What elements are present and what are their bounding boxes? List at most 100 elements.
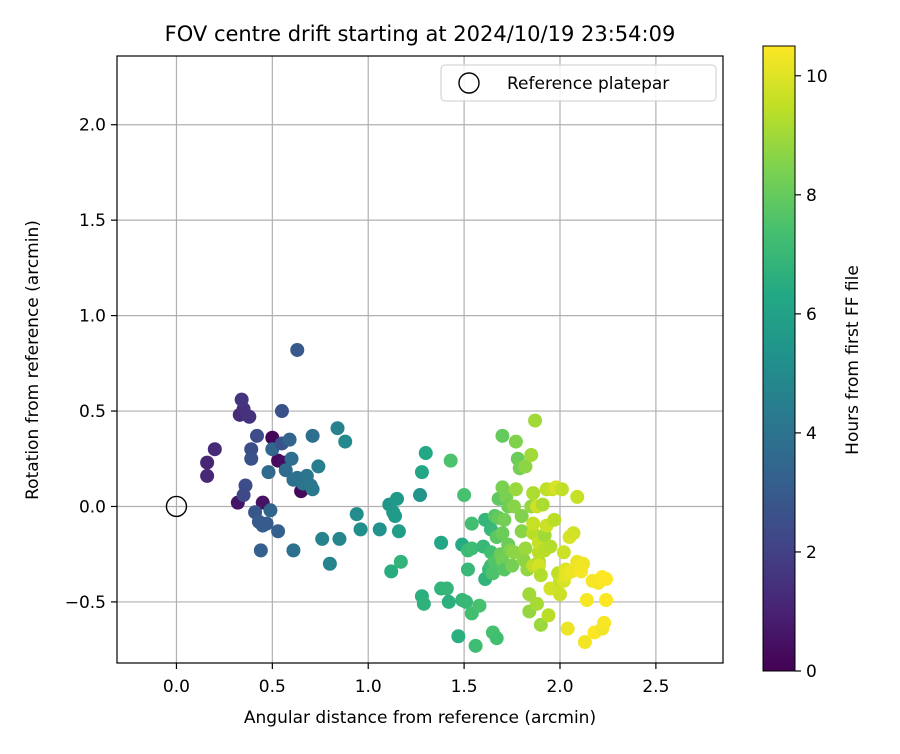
data-point [441, 594, 456, 609]
legend-entry-reference: Reference platepar [507, 74, 669, 94]
data-point [556, 545, 571, 560]
data-point [249, 428, 264, 443]
data-points [200, 342, 614, 653]
data-point [305, 482, 320, 497]
colorbar-tick-label: 10 [806, 67, 828, 87]
data-point [533, 568, 548, 583]
data-point [460, 562, 475, 577]
data-point [353, 522, 368, 537]
data-point [282, 432, 297, 447]
legend-box [440, 64, 717, 102]
data-point [315, 531, 330, 546]
data-point [236, 488, 251, 503]
data-point [311, 459, 326, 474]
data-point [372, 522, 387, 537]
data-point [506, 545, 521, 560]
colorbar-tick-label: 0 [806, 662, 817, 682]
colorbar-label: Hours from first FF file [843, 265, 863, 455]
x-axis-ticks: 0.0 0.5 1.0 1.5 2.0 2.5 [163, 663, 669, 697]
x-axis-label: Angular distance from reference (arcmin) [244, 708, 596, 728]
data-point [457, 488, 472, 503]
data-point [554, 482, 569, 497]
data-point [389, 491, 404, 506]
data-point [261, 465, 276, 480]
data-point [508, 482, 523, 497]
data-point [349, 507, 364, 522]
data-point [338, 434, 353, 449]
x-tick-label: 2.5 [642, 677, 669, 697]
chart-title: FOV centre drift starting at 2024/10/19 … [165, 22, 676, 46]
data-point [489, 631, 504, 646]
data-point [284, 451, 299, 466]
colorbar-ticks: 0 2 4 6 8 10 [795, 67, 828, 682]
x-tick-label: 0.0 [163, 677, 190, 697]
y-tick-label: 2.0 [79, 116, 106, 136]
data-point [576, 556, 591, 571]
data-point [522, 587, 537, 602]
data-point [485, 566, 500, 581]
x-tick-label: 1.5 [451, 677, 478, 697]
data-point [459, 594, 474, 609]
reference-platepar-marker [165, 495, 188, 518]
data-point [577, 635, 592, 650]
data-point [599, 593, 614, 608]
x-tick-label: 0.5 [259, 677, 286, 697]
data-point [547, 512, 562, 527]
data-point [384, 564, 399, 579]
data-point [305, 428, 320, 443]
data-point [332, 531, 347, 546]
data-point [200, 455, 215, 470]
data-point [253, 543, 268, 558]
data-point [290, 342, 305, 357]
data-point [322, 556, 337, 571]
data-point [514, 524, 529, 539]
data-point [244, 451, 259, 466]
colorbar-gradient [762, 45, 796, 672]
data-point [552, 587, 567, 602]
data-point [535, 497, 550, 512]
data-point [263, 503, 278, 518]
data-point [274, 404, 289, 419]
data-point [464, 541, 479, 556]
y-tick-label: 0.0 [79, 497, 106, 517]
y-tick-label: 1.0 [79, 307, 106, 327]
plot-frame [116, 55, 724, 664]
data-point [271, 524, 286, 539]
data-point [393, 554, 408, 569]
data-point [414, 465, 429, 480]
data-point [472, 598, 487, 613]
data-point [570, 489, 585, 504]
data-point [286, 543, 301, 558]
data-point [497, 512, 512, 527]
y-axis-label: Rotation from reference (arcmin) [23, 220, 43, 500]
data-point [413, 488, 427, 503]
data-point [533, 617, 548, 632]
data-point [566, 526, 581, 541]
y-tick-label: 1.5 [79, 211, 106, 231]
data-point [200, 468, 215, 483]
data-point [391, 524, 406, 539]
data-point [468, 638, 483, 653]
data-point [526, 486, 541, 501]
legend-reference-marker [458, 72, 480, 94]
data-point [528, 413, 543, 428]
data-point [259, 516, 274, 531]
data-point [599, 572, 614, 587]
data-point [388, 509, 403, 524]
data-point [524, 447, 539, 462]
data-point [416, 596, 431, 611]
data-point [514, 509, 529, 524]
data-point [597, 615, 612, 630]
grid [117, 56, 723, 663]
data-point [439, 581, 454, 596]
data-point [242, 409, 257, 424]
data-point [518, 459, 533, 474]
data-point [443, 453, 458, 468]
data-point [207, 442, 222, 457]
colorbar-tick-label: 6 [806, 305, 817, 325]
colorbar-tick-label: 2 [806, 543, 817, 563]
data-point [278, 463, 293, 478]
data-point [330, 421, 345, 436]
data-point [541, 608, 556, 623]
